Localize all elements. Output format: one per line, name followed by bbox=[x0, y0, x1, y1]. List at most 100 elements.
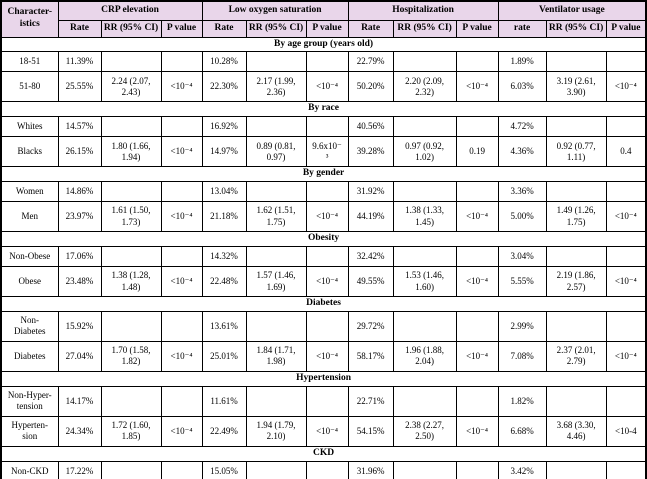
data-cell bbox=[245, 181, 307, 203]
data-cell: 1.72 (1.60, 1.85) bbox=[100, 415, 162, 447]
data-cell bbox=[100, 51, 162, 73]
data-cell: 54.15% bbox=[347, 415, 394, 447]
data-cell bbox=[245, 51, 307, 73]
data-cell bbox=[305, 116, 349, 138]
data-cell: 26.15% bbox=[57, 136, 102, 168]
data-cell bbox=[245, 310, 307, 342]
data-cell: 22.71% bbox=[347, 385, 394, 417]
data-cell bbox=[160, 246, 203, 267]
data-cell: <10⁻⁴ bbox=[305, 340, 349, 372]
data-cell bbox=[305, 246, 349, 267]
data-cell: <10⁻⁴ bbox=[305, 201, 349, 233]
data-cell: 1.49 (1.26, 1.75) bbox=[545, 201, 607, 233]
table-row-hyperten-sion: Hyperten- sion 24.34% 1.72 (1.60, 1.85) <10… bbox=[0, 415, 647, 447]
data-cell bbox=[305, 181, 349, 203]
data-cell: 11.39% bbox=[57, 51, 102, 73]
data-cell: 1.96 (1.88, 2.04) bbox=[392, 340, 457, 372]
row-label: Obese bbox=[0, 266, 59, 297]
data-cell bbox=[605, 385, 647, 417]
sub-header-ventilator-usage-rr-95-ci: RR (95% CI) bbox=[545, 19, 607, 38]
data-cell: 2.38 (2.27, 2.50) bbox=[392, 415, 457, 447]
data-cell: 49.55% bbox=[347, 266, 394, 297]
row-label: 18-51 bbox=[0, 51, 59, 73]
data-cell: 39.28% bbox=[347, 136, 394, 168]
data-cell: <10⁻⁴ bbox=[160, 340, 203, 372]
sub-header-hospitalization-rr-95-ci: RR (95% CI) bbox=[392, 19, 457, 38]
data-cell: 3.68 (3.30, 4.46) bbox=[545, 415, 607, 447]
group-header-row: Character- istics CRP elevation Low oxyge… bbox=[0, 0, 647, 38]
data-cell: 14.17% bbox=[57, 385, 102, 417]
section-title: CKD bbox=[1, 445, 647, 462]
data-cell: <10⁻⁴ bbox=[605, 71, 647, 103]
data-cell bbox=[160, 116, 203, 138]
data-cell bbox=[455, 181, 499, 203]
section-title: Diabetes bbox=[1, 296, 647, 312]
section-band-diabetes: Diabetes bbox=[1, 296, 647, 312]
data-cell: 14.57% bbox=[57, 116, 102, 138]
data-cell: 0.19 bbox=[455, 136, 499, 168]
data-cell: 31.92% bbox=[347, 181, 394, 203]
data-cell: 50.20% bbox=[347, 71, 394, 103]
data-cell: 1.80 (1.66, 1.94) bbox=[100, 136, 162, 168]
data-cell: 5.55% bbox=[497, 266, 547, 297]
section-title: By gender bbox=[1, 166, 647, 183]
data-cell: <10⁻⁴ bbox=[605, 201, 647, 233]
data-cell bbox=[305, 310, 349, 342]
table-row-51-80: 51-80 25.55% 2.24 (2.07, 2.43) <10⁻⁴ 22.30% 2… bbox=[0, 71, 647, 103]
data-cell: 13.04% bbox=[201, 181, 247, 203]
data-cell: 3.42% bbox=[497, 460, 547, 479]
sub-header-low-oxygen-saturation-p-value: P value bbox=[305, 19, 349, 38]
data-cell: 21.18% bbox=[201, 201, 247, 233]
table-row-non-ckd: Non-CKD 17.22% 15.05% 31.96% 3.42% bbox=[0, 460, 647, 479]
data-cell bbox=[245, 460, 307, 479]
row-label: Whites bbox=[0, 116, 59, 138]
row-label: 51-80 bbox=[0, 71, 59, 103]
data-cell bbox=[160, 310, 203, 342]
data-cell: 3.19 (2.61, 3.90) bbox=[545, 71, 607, 103]
data-cell: <10⁻⁴ bbox=[305, 71, 349, 103]
data-cell bbox=[455, 116, 499, 138]
data-cell bbox=[545, 51, 607, 73]
group-header-hospitalization: Hospitalization bbox=[347, 0, 499, 21]
data-cell: 6.68% bbox=[497, 415, 547, 447]
data-cell bbox=[100, 385, 162, 417]
data-cell: <10⁻⁴ bbox=[455, 201, 499, 233]
data-cell bbox=[160, 460, 203, 479]
table-body: By age group (years old) 18-51 11.39% 10.28… bbox=[0, 36, 647, 479]
data-cell: 1.70 (1.58, 1.82) bbox=[100, 340, 162, 372]
data-cell: <10⁻⁴ bbox=[160, 71, 203, 103]
data-cell: <10⁻⁴ bbox=[160, 415, 203, 447]
data-cell bbox=[305, 385, 349, 417]
data-cell: <10⁻⁴ bbox=[160, 201, 203, 233]
data-cell: 29.72% bbox=[347, 310, 394, 342]
section-band-by-gender: By gender bbox=[1, 166, 647, 183]
data-cell: 25.55% bbox=[57, 71, 102, 103]
data-cell: <10-4 bbox=[605, 415, 647, 447]
data-cell: <10⁻⁴ bbox=[160, 136, 203, 168]
sub-header-crp-elevation-p-value: P value bbox=[160, 19, 203, 38]
sub-header-crp-elevation-rr-95-ci: RR (95% CI) bbox=[100, 19, 162, 38]
data-cell: 9.6x10⁻ ³ bbox=[305, 136, 349, 168]
data-cell bbox=[605, 51, 647, 73]
data-cell: 15.05% bbox=[201, 460, 247, 479]
data-cell: 58.17% bbox=[347, 340, 394, 372]
data-cell bbox=[100, 181, 162, 203]
data-cell: 23.97% bbox=[57, 201, 102, 233]
data-cell bbox=[605, 181, 647, 203]
data-cell: 14.97% bbox=[201, 136, 247, 168]
row-label: Non-Obese bbox=[0, 246, 59, 267]
data-cell: 24.34% bbox=[57, 415, 102, 447]
data-cell: <10⁻⁴ bbox=[455, 340, 499, 372]
data-cell: 16.92% bbox=[201, 116, 247, 138]
group-header-ventilator-usage: Ventilator usage bbox=[497, 0, 647, 21]
characteristics-header: Character- istics bbox=[0, 0, 59, 38]
data-cell: 0.97 (0.92, 1.02) bbox=[392, 136, 457, 168]
row-label: Men bbox=[0, 201, 59, 233]
table-row-diabetes: Diabetes 27.04% 1.70 (1.58, 1.82) <10⁻⁴ 25.0… bbox=[0, 340, 647, 372]
table-row-non-obese: Non-Obese 17.06% 14.32% 32.42% 3.04% bbox=[0, 246, 647, 267]
data-cell: 22.79% bbox=[347, 51, 394, 73]
data-cell: 4.36% bbox=[497, 136, 547, 168]
data-cell: 31.96% bbox=[347, 460, 394, 479]
data-cell: 10.28% bbox=[201, 51, 247, 73]
